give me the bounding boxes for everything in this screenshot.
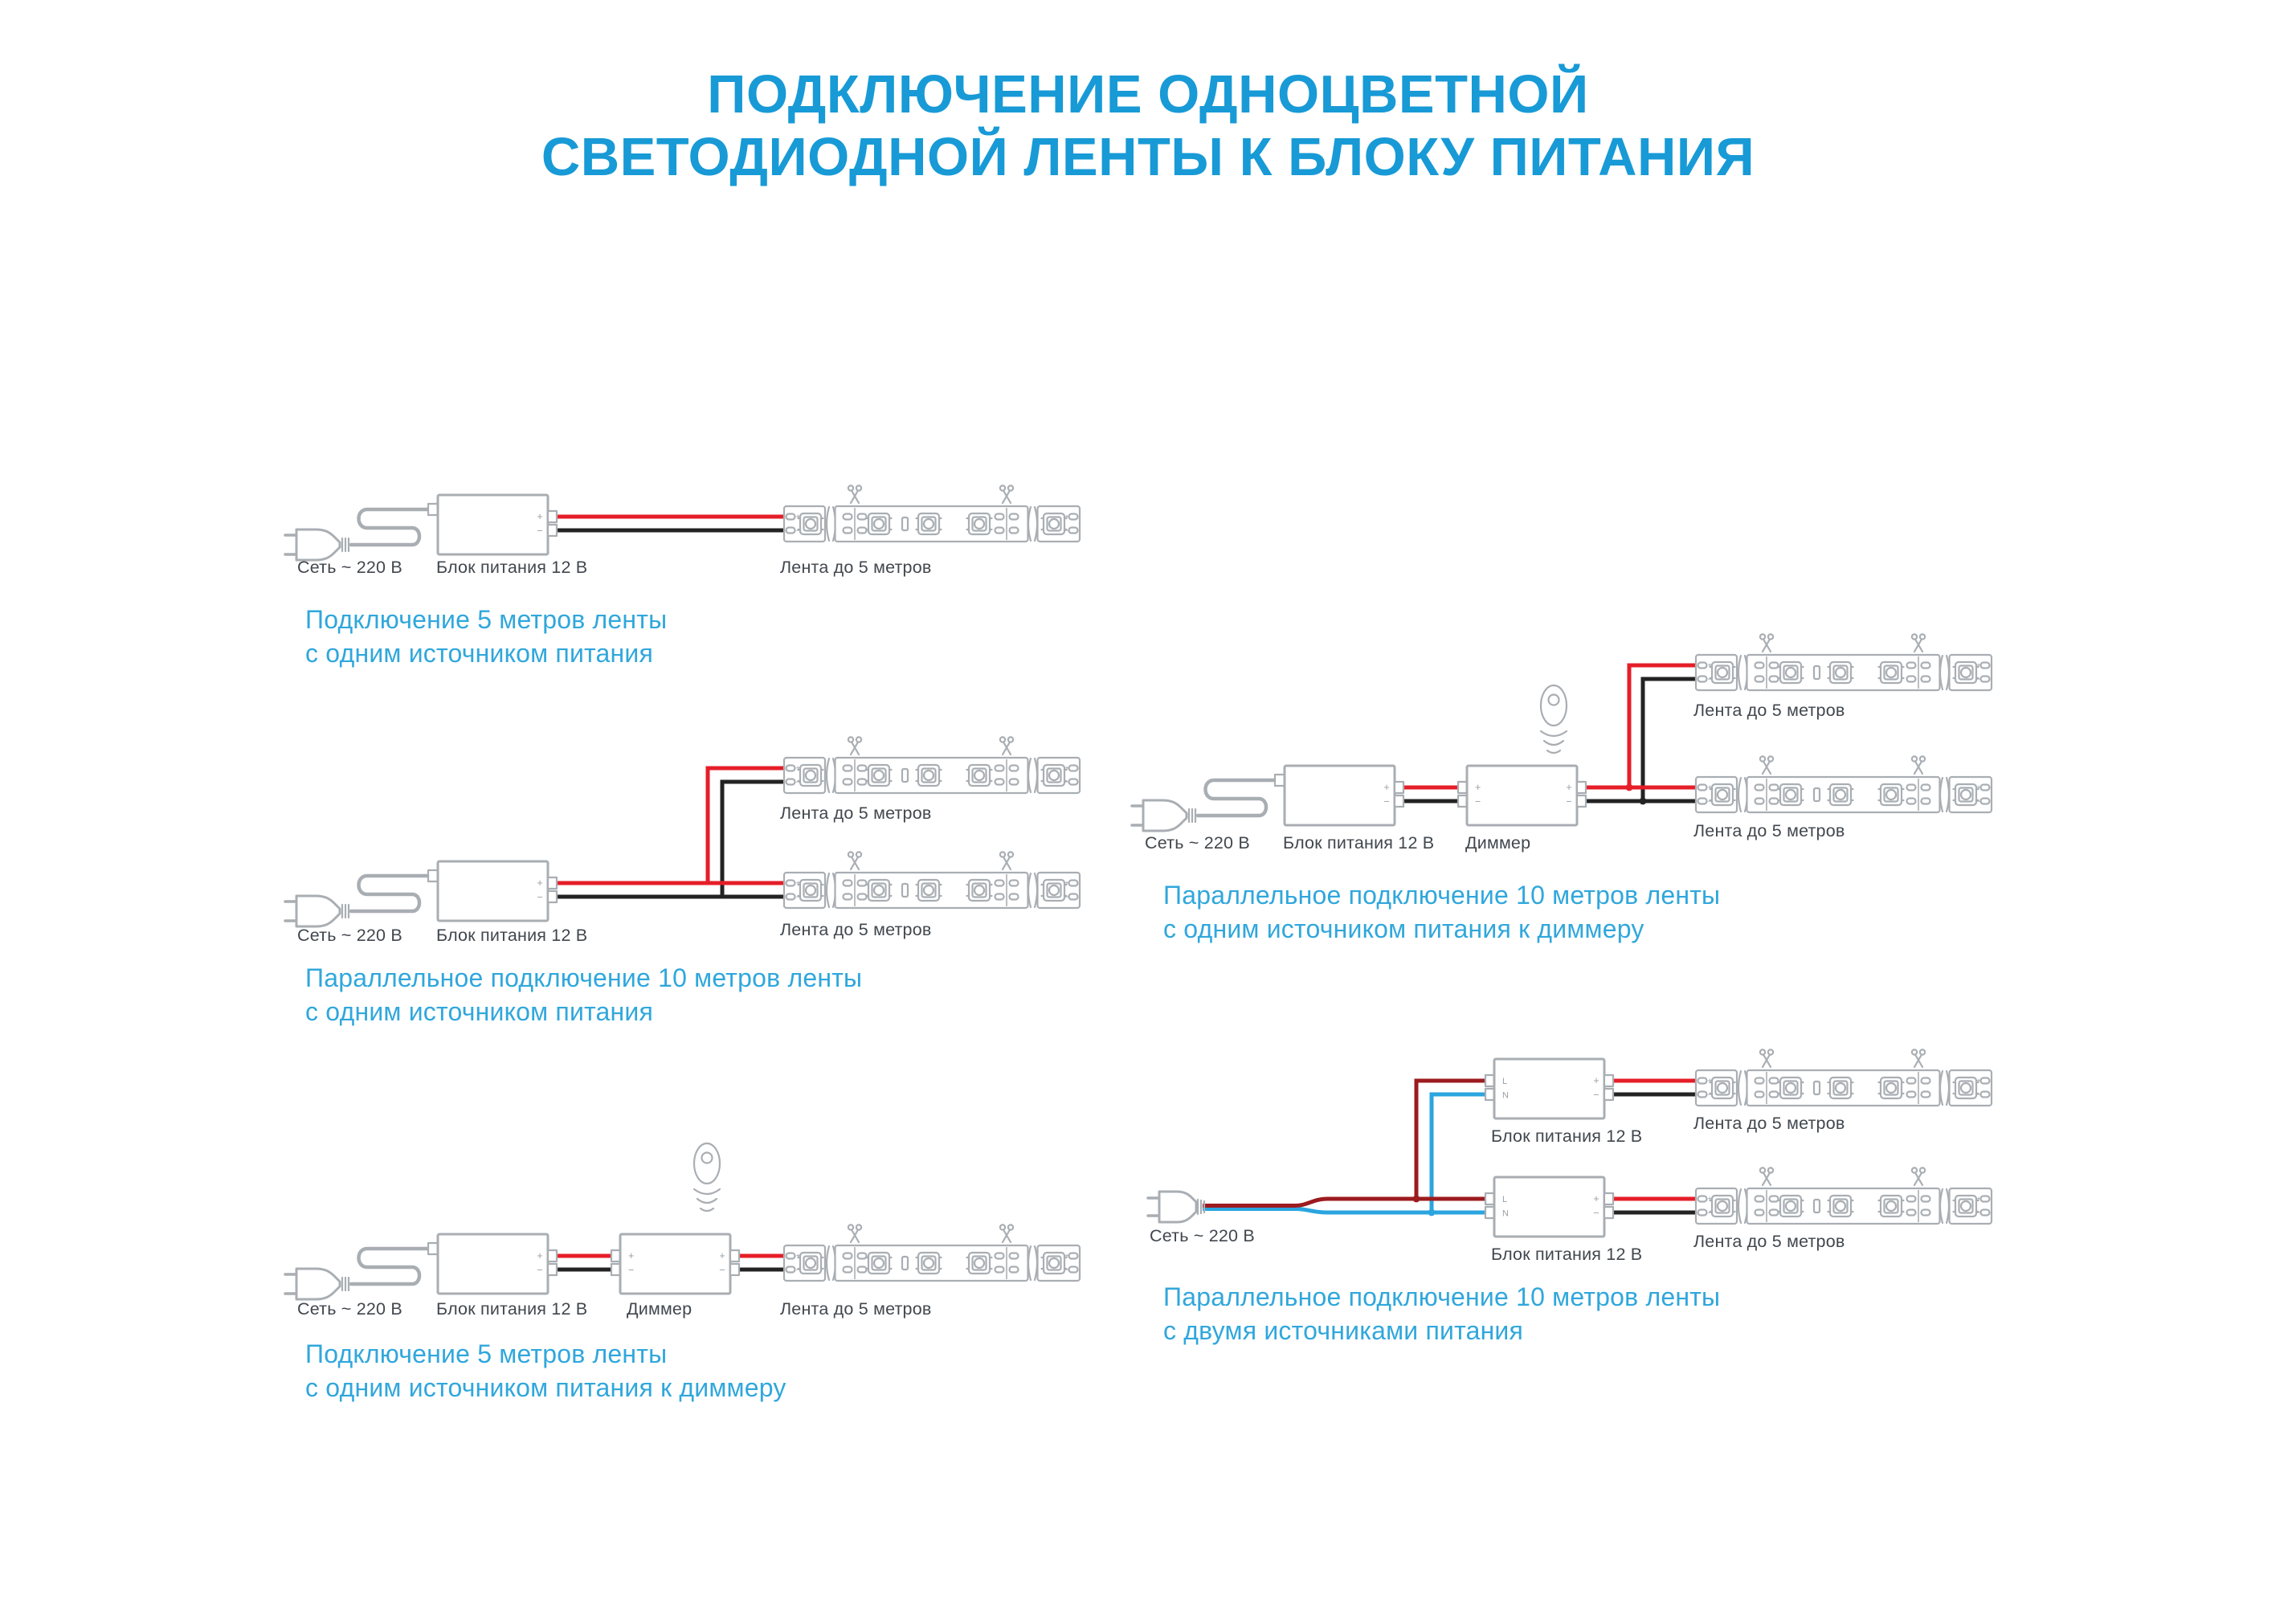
d4-caption-line-2: с одним источником питания к диммеру bbox=[1163, 914, 1644, 943]
led-strip bbox=[784, 1225, 1080, 1281]
d3-dimmer-label: Диммер bbox=[627, 1299, 692, 1319]
d3-mains-label: Сеть ~ 220 В bbox=[297, 1299, 402, 1319]
d5-psu-top-label: Блок питания 12 В bbox=[1491, 1127, 1643, 1146]
led-strip-bottom bbox=[784, 852, 1080, 908]
dimmer bbox=[610, 1233, 741, 1295]
wire-negative bbox=[1613, 1092, 1701, 1215]
d2-psu-label: Блок питания 12 В bbox=[436, 926, 588, 945]
wire-junction-dot bbox=[1625, 783, 1633, 791]
d1-psu-label: Блок питания 12 В bbox=[436, 558, 588, 577]
wire-positive bbox=[1403, 663, 1701, 790]
d1-caption-line-1: Подключение 5 метров ленты bbox=[305, 605, 668, 634]
led-strip-top bbox=[1696, 1049, 1992, 1106]
mains-plug bbox=[1132, 780, 1275, 831]
wire-junction-dot bbox=[1639, 797, 1647, 805]
led-strip-bottom bbox=[1696, 1167, 1992, 1224]
d5-caption-line-1: Параллельное подключение 10 метров ленты bbox=[1163, 1282, 1721, 1311]
power-supply bbox=[427, 860, 558, 922]
power-supply-top bbox=[1484, 1057, 1615, 1120]
d1-caption-line-2: с одним источником питания bbox=[305, 639, 653, 668]
mains-plug bbox=[285, 1249, 428, 1299]
d5-strip-top-label: Лента до 5 метров bbox=[1693, 1114, 1845, 1133]
d1-strip-label: Лента до 5 метров bbox=[780, 558, 932, 577]
d3-psu-label: Блок питания 12 В bbox=[436, 1299, 588, 1319]
dimmer bbox=[1456, 764, 1587, 827]
wire-neutral bbox=[1203, 1092, 1485, 1215]
d2-strip-bottom-label: Лента до 5 метров bbox=[780, 920, 932, 939]
d5-strip-bottom-label: Лента до 5 метров bbox=[1693, 1232, 1845, 1251]
led-strip-bottom bbox=[1696, 756, 1992, 812]
d4-caption-line-1: Параллельное подключение 10 метров ленты bbox=[1163, 881, 1721, 910]
wire-positive bbox=[557, 766, 789, 885]
d4-dimmer-label: Диммер bbox=[1465, 833, 1531, 853]
d4-psu-label: Блок питания 12 В bbox=[1283, 833, 1435, 853]
diagram-1 bbox=[285, 485, 1080, 560]
mains-plug bbox=[285, 876, 428, 926]
power-supply bbox=[427, 1233, 558, 1295]
d5-caption-line-2: с двумя источниками питания bbox=[1163, 1316, 1524, 1345]
led-strip bbox=[784, 485, 1080, 542]
wire-junction-dot bbox=[1412, 1195, 1420, 1203]
diagram-4 bbox=[1132, 634, 1992, 831]
d2-mains-label: Сеть ~ 220 В bbox=[297, 926, 402, 945]
d2-caption-line-1: Параллельное подключение 10 метров ленты bbox=[305, 963, 863, 992]
remote-control bbox=[692, 1142, 721, 1212]
remote-control bbox=[1539, 684, 1568, 754]
d2-caption-line-2: с одним источником питания bbox=[305, 997, 653, 1026]
led-strip-top bbox=[784, 737, 1080, 793]
d4-mains-label: Сеть ~ 220 В bbox=[1145, 833, 1250, 853]
mains-plug bbox=[1146, 1190, 1206, 1224]
power-supply bbox=[427, 493, 558, 556]
wire-negative bbox=[557, 779, 789, 899]
d2-strip-top-label: Лента до 5 метров bbox=[780, 804, 932, 823]
d5-psu-bottom-label: Блок питания 12 В bbox=[1491, 1245, 1643, 1264]
page-title-line-1: ПОДКЛЮЧЕНИЕ ОДНОЦВЕТНОЙ bbox=[707, 64, 1589, 125]
diagram-5 bbox=[1146, 1049, 1992, 1238]
d4-strip-top-label: Лента до 5 метров bbox=[1693, 701, 1845, 720]
diagram-2 bbox=[285, 737, 1080, 926]
d3-caption-line-1: Подключение 5 метров ленты bbox=[305, 1339, 668, 1368]
d4-strip-bottom-label: Лента до 5 метров bbox=[1693, 821, 1845, 840]
d3-caption-line-2: с одним источником питания к диммеру bbox=[305, 1373, 786, 1402]
wire-positive bbox=[1613, 1078, 1701, 1201]
page-title-line-2: СВЕТОДИОДНОЙ ЛЕНТЫ К БЛОКУ ПИТАНИЯ bbox=[541, 127, 1755, 187]
d3-strip-label: Лента до 5 метров bbox=[780, 1299, 932, 1319]
wire-junction-dot bbox=[1428, 1208, 1436, 1216]
d5-mains-label: Сеть ~ 220 В bbox=[1150, 1226, 1255, 1245]
power-supply bbox=[1273, 764, 1405, 827]
mains-plug bbox=[285, 509, 428, 560]
led-strip-top bbox=[1696, 634, 1992, 690]
power-supply-bottom bbox=[1484, 1176, 1615, 1238]
diagram-3 bbox=[285, 1142, 1080, 1299]
wire-line bbox=[1203, 1078, 1485, 1208]
d1-mains-label: Сеть ~ 220 В bbox=[297, 558, 402, 577]
